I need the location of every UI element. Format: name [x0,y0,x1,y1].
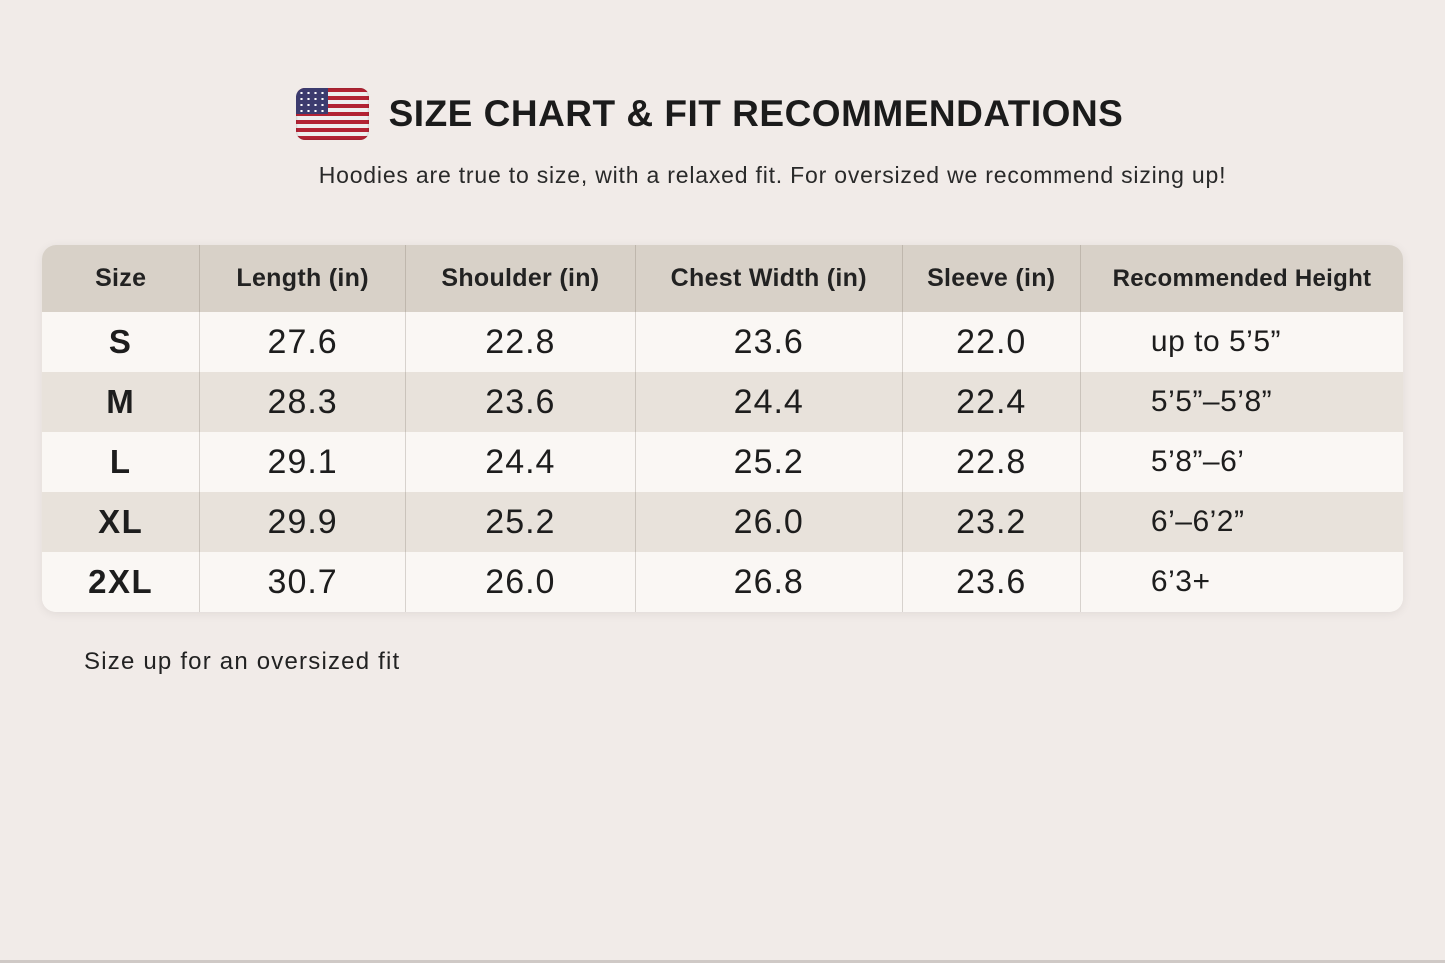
table-row-l: L 29.1 24.4 25.2 22.8 5’8”–6’ [42,432,1403,492]
recommended-height-cell: 5’5”–5’8” [1150,385,1273,418]
shoulder-cell: 26.0 [405,552,636,612]
column-header-chest-width: Chest Width (in) [635,245,903,312]
length-cell: 27.6 [199,312,406,372]
size-chart-table: Size Length (in) Shoulder (in) Chest Wid… [42,245,1403,612]
page-header: SIZE CHART & FIT RECOMMENDATIONS [0,0,1432,140]
size-cell: S [42,312,201,372]
chest-width-cell: 26.8 [635,552,903,612]
recommended-height-cell: 6’–6’2” [1150,505,1245,538]
column-header-size: Size [42,245,201,312]
column-header-length: Length (in) [199,245,406,312]
shoulder-cell: 23.6 [405,372,636,432]
sleeve-cell: 22.4 [902,372,1081,432]
length-cell: 28.3 [199,372,406,432]
table-header-row: Size Length (in) Shoulder (in) Chest Wid… [42,245,1403,312]
sleeve-cell: 22.0 [902,312,1081,372]
recommended-height-cell: 6’3+ [1150,565,1211,598]
recommended-height-cell: up to 5’5” [1150,325,1281,358]
size-cell: XL [42,492,201,552]
recommended-height-cell: 5’8”–6’ [1150,445,1245,478]
table-row-s: S 27.6 22.8 23.6 22.0 up to 5’5” [42,312,1403,372]
shoulder-cell: 22.8 [405,312,636,372]
size-cell: L [42,432,201,492]
length-cell: 30.7 [199,552,406,612]
chest-width-cell: 24.4 [635,372,903,432]
sleeve-cell: 23.2 [902,492,1081,552]
size-cell: 2XL [42,552,201,612]
table-row-2xl: 2XL 30.7 26.0 26.8 23.6 6’3+ [42,552,1403,612]
shoulder-cell: 25.2 [405,492,636,552]
page-title: SIZE CHART & FIT RECOMMENDATIONS [388,93,1124,134]
sleeve-cell: 22.8 [902,432,1081,492]
size-chart: Size Length (in) Shoulder (in) Chest Wid… [42,245,1403,612]
size-cell: M [42,372,201,432]
table-row-m: M 28.3 23.6 24.4 22.4 5’5”–5’8” [42,372,1403,432]
chest-width-cell: 26.0 [635,492,903,552]
bottom-edge-line [0,960,1445,963]
chest-width-cell: 25.2 [635,432,903,492]
shoulder-cell: 24.4 [405,432,636,492]
chest-width-cell: 23.6 [635,312,903,372]
column-header-recommended-height: Recommended Height [1080,245,1403,312]
table-row-xl: XL 29.9 25.2 26.0 23.2 6’–6’2” [42,492,1403,552]
column-header-shoulder: Shoulder (in) [405,245,636,312]
length-cell: 29.9 [199,492,406,552]
length-cell: 29.1 [199,432,406,492]
page-subtitle: Hoodies are true to size, with a relaxed… [318,162,1227,188]
sleeve-cell: 23.6 [902,552,1081,612]
oversized-fit-note: Size up for an oversized fit [84,648,401,675]
us-flag-icon [295,88,369,140]
column-header-sleeve: Sleeve (in) [902,245,1081,312]
